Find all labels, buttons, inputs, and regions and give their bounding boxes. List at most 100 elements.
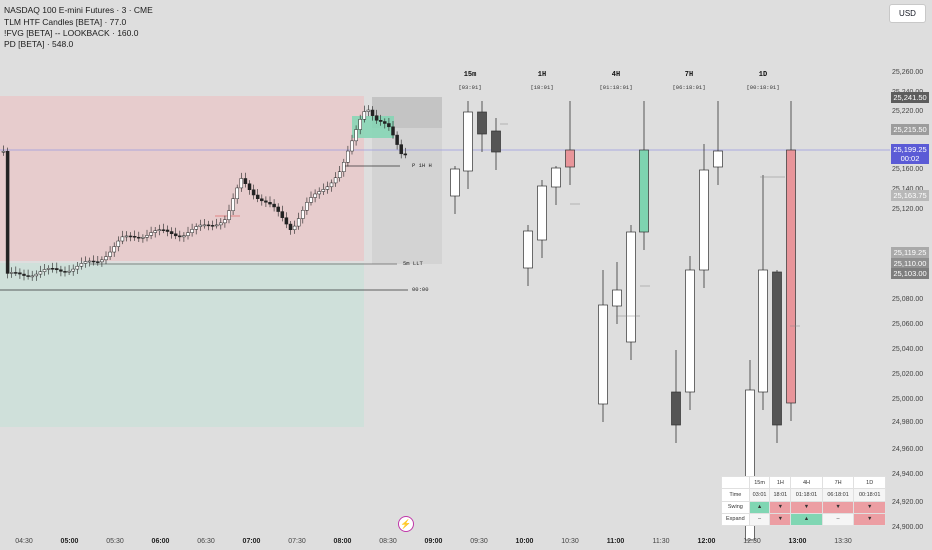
ltf-candle bbox=[272, 199, 276, 212]
ltf-candle bbox=[395, 131, 399, 150]
ltf-candle bbox=[30, 270, 34, 281]
htf-countdown-label: [00:18:01] bbox=[746, 84, 780, 91]
table-header-cell bbox=[721, 475, 750, 490]
htf-info-table: 15m 1H 4H 7H 1D Time 03:01 18:01 01:18:01 06:18:0… bbox=[721, 475, 886, 527]
ltf-candle bbox=[22, 269, 26, 281]
htf-candle bbox=[450, 166, 460, 214]
price-label: 25,020.00 bbox=[892, 371, 924, 378]
ltf-candle bbox=[50, 262, 55, 273]
ltf-candle bbox=[358, 114, 362, 135]
table-row-label: Swing bbox=[721, 500, 750, 514]
price-tag: 25,103.00 bbox=[891, 268, 929, 279]
table-cell: 18:01 bbox=[769, 488, 792, 502]
tradingview-logo-icon[interactable]: ⚡ bbox=[398, 516, 414, 532]
price-label: 25,040.00 bbox=[892, 346, 924, 353]
ltf-low-label: 5m LLT bbox=[403, 260, 423, 267]
chart-title: NASDAQ 100 E-mini Futures · 3 · CME bbox=[4, 5, 153, 15]
indicator-fvg[interactable]: !FVG [BETA] -- LOOKBACK · 160.0 bbox=[4, 28, 139, 38]
ltf-candle bbox=[46, 265, 51, 275]
table-cell: 06:18:01 bbox=[821, 488, 855, 502]
time-label: 08:30 bbox=[379, 538, 397, 545]
table-row-label: Expand bbox=[721, 512, 750, 527]
ltf-candle bbox=[178, 230, 182, 242]
htf-candle bbox=[626, 225, 636, 360]
ltf-candle bbox=[153, 227, 157, 238]
htf-candle bbox=[786, 101, 796, 421]
htf-candle bbox=[758, 175, 768, 410]
ltf-candle bbox=[157, 224, 162, 236]
table-row-label: Time bbox=[721, 488, 750, 502]
ltf-candle bbox=[268, 196, 272, 208]
ltf-candle bbox=[161, 223, 166, 234]
indicator-htf-candles[interactable]: TLM HTF Candles [BETA] · 77.0 bbox=[4, 17, 127, 27]
table-header-row: 15m 1H 4H 7H 1D bbox=[721, 475, 886, 490]
ltf-candle bbox=[305, 197, 309, 215]
ltf-candle bbox=[296, 212, 301, 230]
price-tag: 00:02 bbox=[891, 153, 929, 164]
time-label: 05:00 bbox=[60, 538, 79, 545]
htf-countdown-label: [06:18:01] bbox=[672, 84, 706, 91]
price-label: 24,940.00 bbox=[892, 471, 924, 478]
ltf-candle bbox=[38, 265, 43, 278]
ltf-candle bbox=[190, 223, 194, 237]
ltf-candle bbox=[346, 145, 350, 167]
midnight-open-label: 00:00 bbox=[412, 286, 429, 293]
htf-candle bbox=[463, 101, 473, 189]
price-label: 24,960.00 bbox=[892, 446, 924, 453]
ltf-candle bbox=[223, 215, 227, 228]
ltf-candle bbox=[239, 172, 244, 192]
htf-candle bbox=[772, 270, 782, 443]
prev-1h-high-label: P 1H H bbox=[412, 162, 432, 169]
ltf-candle bbox=[251, 184, 256, 200]
price-label: 25,260.00 bbox=[892, 69, 924, 76]
ltf-candle bbox=[128, 232, 133, 242]
table-cell: 01:18:01 bbox=[790, 488, 823, 502]
time-label: 10:00 bbox=[515, 538, 534, 545]
price-label: 24,920.00 bbox=[892, 499, 924, 506]
price-label: 25,160.00 bbox=[892, 166, 924, 173]
discount-zone bbox=[0, 263, 364, 427]
ltf-candle bbox=[132, 230, 137, 241]
htf-candle bbox=[671, 350, 681, 443]
ltf-candle bbox=[42, 263, 47, 276]
htf-countdown-label: [01:18:01] bbox=[599, 84, 633, 91]
price-tag: 25,241.50 bbox=[891, 92, 929, 103]
ltf-candle bbox=[169, 227, 174, 239]
ltf-candle bbox=[231, 193, 235, 215]
htf-candle bbox=[565, 101, 575, 185]
ltf-candle bbox=[235, 184, 239, 204]
time-label: 04:30 bbox=[15, 538, 33, 545]
time-label: 07:00 bbox=[242, 538, 261, 545]
ltf-candle bbox=[383, 118, 387, 129]
ltf-candle bbox=[59, 265, 63, 277]
indicator-pd[interactable]: PD [BETA] · 548.0 bbox=[4, 39, 74, 49]
ltf-candle bbox=[280, 205, 285, 222]
table-row: Expand – ▼ ▲ – ▼ bbox=[721, 512, 886, 527]
htf-candle bbox=[551, 166, 561, 205]
ltf-candle bbox=[276, 203, 280, 217]
ltf-candle bbox=[243, 172, 248, 188]
currency-button[interactable]: USD bbox=[889, 4, 926, 23]
ltf-candle bbox=[198, 219, 203, 231]
ltf-candle bbox=[87, 257, 92, 267]
ltf-candle bbox=[378, 114, 383, 126]
ltf-candle bbox=[182, 232, 186, 242]
time-label: 13:30 bbox=[834, 538, 852, 545]
ltf-candle bbox=[301, 206, 305, 224]
time-label: 13:00 bbox=[788, 538, 807, 545]
table-cell: 03:01 bbox=[748, 488, 771, 502]
time-label: 12:00 bbox=[697, 538, 716, 545]
ltf-candle bbox=[63, 266, 67, 277]
time-label: 07:30 bbox=[288, 538, 306, 545]
table-cell: ▼ bbox=[853, 512, 886, 527]
htf-candle bbox=[598, 270, 608, 422]
price-tag: 25,163.75 bbox=[891, 190, 929, 201]
ltf-candle bbox=[350, 134, 354, 155]
ltf-candle bbox=[108, 246, 112, 261]
time-label: 05:30 bbox=[106, 538, 124, 545]
ltf-candle bbox=[362, 105, 367, 123]
htf-candle bbox=[537, 180, 547, 258]
ltf-candle bbox=[374, 109, 379, 124]
ltf-candle bbox=[116, 236, 121, 252]
